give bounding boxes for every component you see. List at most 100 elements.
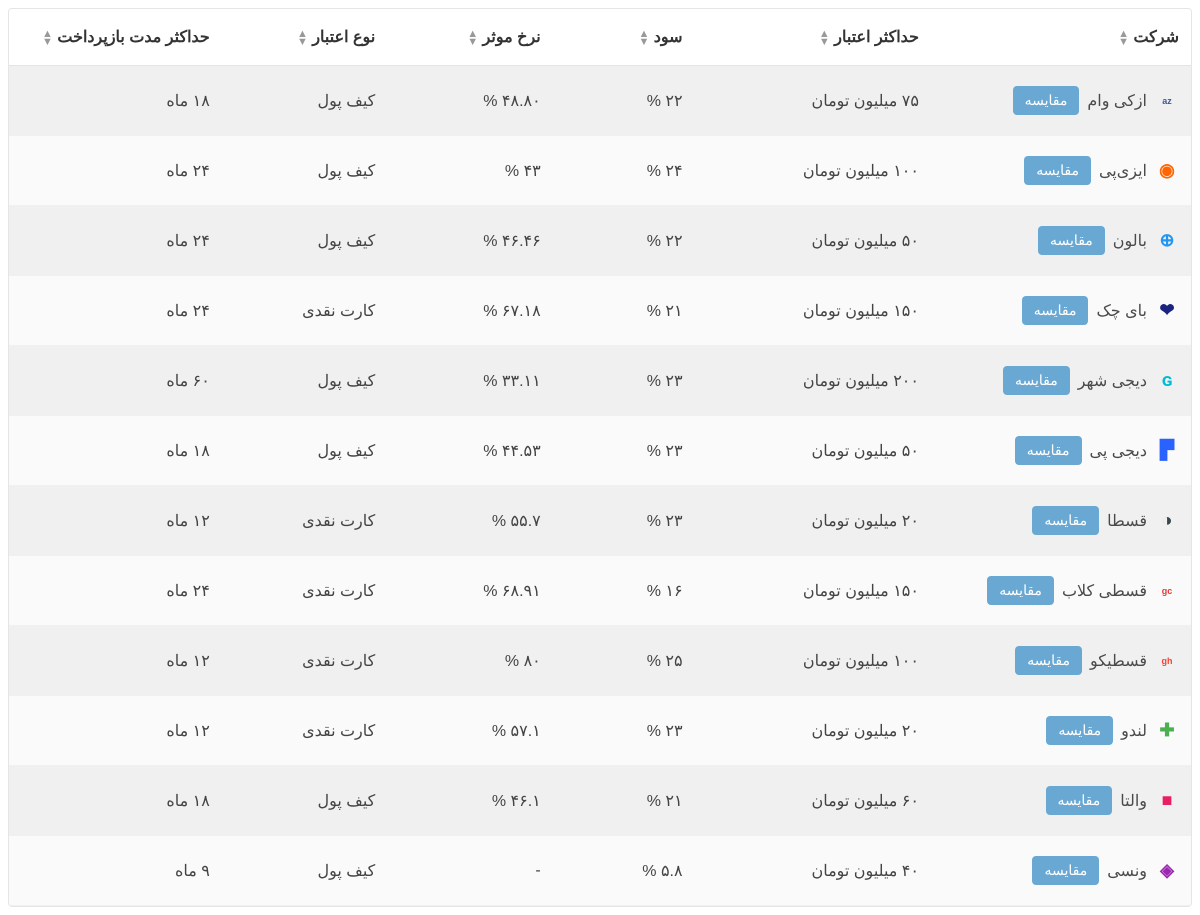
- table-row: ❤ بای چک مقایسه ۱۵۰ میلیون تومان۲۱ %۶۷.۱۸ %…: [9, 276, 1191, 346]
- header-profit[interactable]: سود: [553, 9, 695, 66]
- company-logo-icon: ■: [1155, 789, 1179, 813]
- header-max-repayment[interactable]: حداکثر مدت بازپرداخت: [9, 9, 222, 66]
- company-logo-icon: az: [1155, 89, 1179, 113]
- cell-credit-type: کیف پول: [222, 206, 387, 276]
- cell-effective-rate: ۶۸.۹۱ %: [387, 556, 552, 626]
- company-logo-icon: ▛: [1155, 439, 1179, 463]
- cell-credit-type: کارت نقدی: [222, 486, 387, 556]
- table-row: ■ والتا مقایسه ۶۰ میلیون تومان۲۱ %۴۶.۱ %کیف…: [9, 766, 1191, 836]
- compare-button[interactable]: مقایسه: [1024, 156, 1091, 185]
- company-name: ازکی وام: [1087, 91, 1147, 111]
- cell-effective-rate: -: [387, 836, 552, 906]
- cell-company: ■ والتا مقایسه: [931, 766, 1191, 836]
- cell-company: ◉ایزی‌پیمقایسه: [931, 136, 1191, 206]
- company-logo-icon: ◈: [1155, 859, 1179, 883]
- cell-profit: ۲۱ %: [553, 766, 695, 836]
- compare-button[interactable]: مقایسه: [1046, 786, 1113, 815]
- table-header-row: شرکت حداکثر اعتبار سود نرخ موثر نوع اعتب…: [9, 9, 1191, 66]
- cell-max-repayment: ۱۲ ماه: [9, 486, 222, 556]
- compare-button[interactable]: مقایسه: [1032, 856, 1099, 885]
- compare-button[interactable]: مقایسه: [1046, 716, 1113, 745]
- company-logo-icon: ɢ: [1155, 369, 1179, 393]
- cell-max-credit: ۷۵ میلیون تومان: [695, 66, 931, 136]
- cell-credit-type: کیف پول: [222, 766, 387, 836]
- sort-icon: [467, 30, 478, 46]
- compare-button[interactable]: مقایسه: [1013, 86, 1080, 115]
- company-logo-icon: ⊕: [1155, 229, 1179, 253]
- header-credit-type[interactable]: نوع اعتبار: [222, 9, 387, 66]
- company-name: دیجی شهر: [1078, 371, 1147, 391]
- cell-company: ɢ دیجی شهر مقایسه: [931, 346, 1191, 416]
- credit-comparison-table: شرکت حداکثر اعتبار سود نرخ موثر نوع اعتب…: [8, 8, 1192, 907]
- cell-max-credit: ۱۵۰ میلیون تومان: [695, 276, 931, 346]
- cell-profit: ۲۳ %: [553, 486, 695, 556]
- cell-max-credit: ۴۰ میلیون تومان: [695, 836, 931, 906]
- cell-max-repayment: ۲۴ ماه: [9, 276, 222, 346]
- compare-button[interactable]: مقایسه: [1015, 436, 1082, 465]
- cell-company: ⊕بالونمقایسه: [931, 206, 1191, 276]
- table-row: ghقسطیکومقایسه۱۰۰ میلیون تومان۲۵ %۸۰ %کا…: [9, 626, 1191, 696]
- cell-max-repayment: ۲۴ ماه: [9, 136, 222, 206]
- header-company[interactable]: شرکت: [931, 9, 1191, 66]
- cell-effective-rate: ۸۰ %: [387, 626, 552, 696]
- header-effective-rate[interactable]: نرخ موثر: [387, 9, 552, 66]
- cell-max-repayment: ۲۴ ماه: [9, 206, 222, 276]
- company-name: ایزی‌پی: [1099, 161, 1147, 181]
- cell-max-repayment: ۶۰ ماه: [9, 346, 222, 416]
- cell-profit: ۲۴ %: [553, 136, 695, 206]
- company-logo-icon: ❤: [1155, 299, 1179, 323]
- cell-effective-rate: ۳۳.۱۱ %: [387, 346, 552, 416]
- cell-credit-type: کیف پول: [222, 836, 387, 906]
- cell-profit: ۲۵ %: [553, 626, 695, 696]
- sort-icon: [638, 30, 649, 46]
- cell-max-credit: ۶۰ میلیون تومان: [695, 766, 931, 836]
- compare-button[interactable]: مقایسه: [1015, 646, 1082, 675]
- cell-max-repayment: ۲۴ ماه: [9, 556, 222, 626]
- compare-button[interactable]: مقایسه: [1032, 506, 1099, 535]
- cell-max-credit: ۲۰ میلیون تومان: [695, 696, 931, 766]
- cell-effective-rate: ۴۶.۴۶ %: [387, 206, 552, 276]
- table-row: gcقسطی کلابمقایسه۱۵۰ میلیون تومان۱۶ %۶۸.…: [9, 556, 1191, 626]
- cell-max-repayment: ۱۲ ماه: [9, 626, 222, 696]
- cell-credit-type: کارت نقدی: [222, 626, 387, 696]
- cell-effective-rate: ۴۸.۸۰ %: [387, 66, 552, 136]
- cell-effective-rate: ۴۶.۱ %: [387, 766, 552, 836]
- compare-button[interactable]: مقایسه: [1038, 226, 1105, 255]
- company-name: دیجی پی: [1090, 441, 1147, 461]
- header-label: نرخ موثر: [483, 29, 541, 46]
- cell-max-credit: ۵۰ میلیون تومان: [695, 416, 931, 486]
- cell-credit-type: کیف پول: [222, 66, 387, 136]
- compare-button[interactable]: مقایسه: [987, 576, 1054, 605]
- company-name: قسطی کلاب: [1062, 581, 1147, 601]
- compare-button[interactable]: مقایسه: [1022, 296, 1089, 325]
- cell-company: ▛ دیجی پی مقایسه: [931, 416, 1191, 486]
- company-name: لندو: [1121, 721, 1147, 741]
- cell-company: ◈ونسیمقایسه: [931, 836, 1191, 906]
- cell-max-repayment: ۱۸ ماه: [9, 416, 222, 486]
- cell-company: ✚لندومقایسه: [931, 696, 1191, 766]
- company-name: قسطا: [1107, 511, 1147, 531]
- sort-icon: [297, 30, 308, 46]
- company-name: بای چک: [1096, 301, 1147, 321]
- cell-effective-rate: ۶۷.۱۸ %: [387, 276, 552, 346]
- cell-profit: ۲۱ %: [553, 276, 695, 346]
- cell-company: gcقسطی کلابمقایسه: [931, 556, 1191, 626]
- cell-company: az ازکی وام مقایسه: [931, 66, 1191, 136]
- table-row: ◑قسطامقایسه۲۰ میلیون تومان۲۳ %۵۵.۷ %کارت…: [9, 486, 1191, 556]
- header-label: حداکثر اعتبار: [834, 29, 919, 46]
- cell-credit-type: کیف پول: [222, 346, 387, 416]
- cell-max-repayment: ۱۸ ماه: [9, 766, 222, 836]
- cell-company: ◑ قسطا مقایسه: [931, 486, 1191, 556]
- cell-profit: ۲۳ %: [553, 416, 695, 486]
- header-max-credit[interactable]: حداکثر اعتبار: [695, 9, 931, 66]
- cell-max-credit: ۲۰۰ میلیون تومان: [695, 346, 931, 416]
- company-name: والتا: [1120, 791, 1147, 811]
- cell-profit: ۲۳ %: [553, 696, 695, 766]
- cell-max-credit: ۵۰ میلیون تومان: [695, 206, 931, 276]
- company-logo-icon: ◑: [1155, 509, 1179, 533]
- cell-profit: ۲۳ %: [553, 346, 695, 416]
- cell-max-repayment: ۱۲ ماه: [9, 696, 222, 766]
- compare-button[interactable]: مقایسه: [1003, 366, 1070, 395]
- cell-max-credit: ۱۵۰ میلیون تومان: [695, 556, 931, 626]
- table-row: ◉ایزی‌پیمقایسه۱۰۰ میلیون تومان۲۴ %۴۳ %کی…: [9, 136, 1191, 206]
